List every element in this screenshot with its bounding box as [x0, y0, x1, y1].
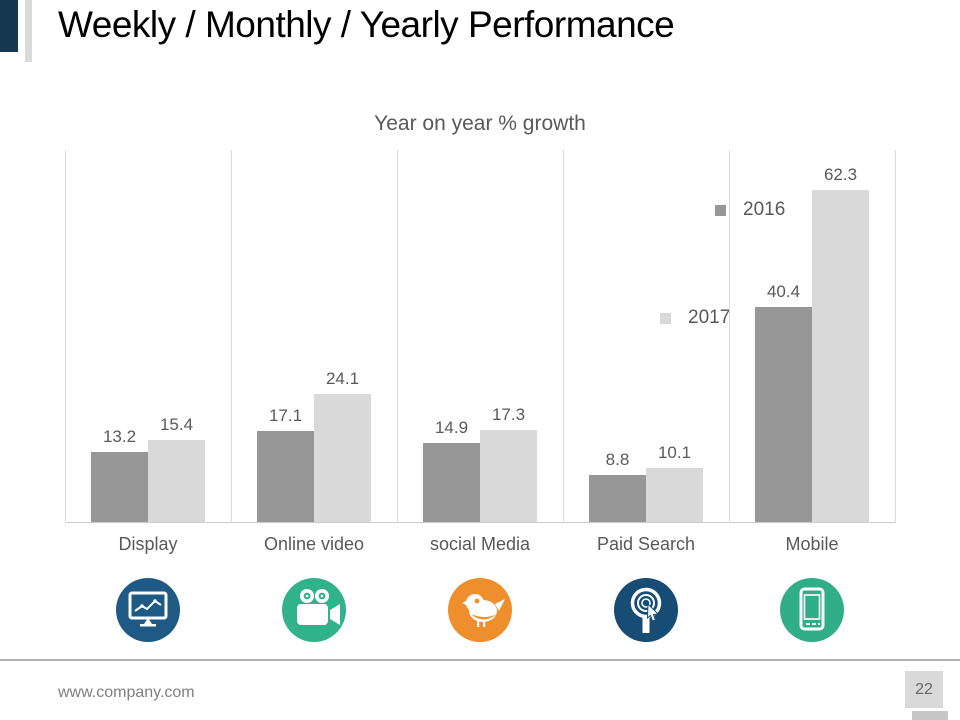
x-axis-line	[65, 522, 895, 523]
legend-item-2016: 2016	[715, 199, 785, 221]
plot-area: 2016 2017 13.2 15.4 17.1 24.1 14.9 17.3 8.8 10.…	[65, 150, 896, 523]
bar-group-paid-search: 8.8 10.1	[563, 150, 729, 522]
data-label-2016-mobile: 40.4	[766, 281, 801, 301]
title-accent-bar-gray	[25, 0, 32, 62]
bar-2016-paid-search	[589, 475, 646, 522]
legend-item-2017: 2017	[660, 307, 730, 329]
barwrap-2017-display: 15.4	[148, 415, 205, 522]
barwrap-2016-online-video: 17.1	[257, 406, 314, 522]
footer-divider	[0, 659, 960, 661]
bar-group-display: 13.2 15.4	[65, 150, 231, 522]
legend-marker-2016	[715, 204, 726, 216]
barwrap-2016-social-media: 14.9	[423, 418, 480, 522]
category-axis-labels: Display Online video social Media Paid Sear…	[65, 534, 895, 555]
bar-2017-display	[148, 439, 205, 522]
legend-label-2017: 2017	[688, 307, 731, 328]
bar-group-social-media: 14.9 17.3	[397, 150, 563, 522]
chart-title: Year on year % growth	[374, 112, 586, 135]
bar-group-online-video: 17.1 24.1	[231, 150, 397, 522]
data-label-2017-social-media: 17.3	[491, 404, 526, 424]
bar-2017-online-video	[314, 393, 371, 522]
bar-2016-social-media	[423, 442, 480, 522]
search-click-icon	[614, 578, 678, 642]
bar-group-mobile: 40.4 62.3	[729, 150, 895, 522]
data-label-2016-display: 13.2	[102, 426, 137, 446]
barwrap-2017-paid-search: 10.1	[646, 443, 703, 522]
gridline-vertical	[397, 150, 398, 523]
gridline-vertical	[231, 150, 232, 523]
barwrap-2016-display: 13.2	[91, 427, 148, 522]
bird-icon	[448, 578, 512, 642]
bar-2017-mobile	[812, 190, 869, 522]
category-label-social-media: social Media	[429, 534, 531, 554]
category-label-online-video: Online video	[263, 534, 365, 554]
data-label-2016-paid-search: 8.8	[605, 450, 630, 470]
page-number-badge-shadow	[912, 711, 948, 720]
title-accent-bar-navy	[0, 0, 18, 52]
gridline-vertical	[729, 150, 730, 523]
data-label-2017-online-video: 24.1	[325, 368, 360, 388]
category-label-display: Display	[118, 534, 178, 554]
barwrap-2017-online-video: 24.1	[314, 369, 371, 522]
barwrap-2016-paid-search: 8.8	[589, 450, 646, 522]
gridline-vertical	[65, 150, 66, 523]
footer-url: www.company.com	[58, 684, 195, 701]
data-label-2016-social-media: 14.9	[434, 417, 469, 437]
barwrap-2016-mobile: 40.4	[755, 282, 812, 522]
bar-2017-paid-search	[646, 468, 703, 522]
bar-2016-online-video	[257, 430, 314, 522]
page-number-badge: 22	[905, 671, 943, 708]
category-label-paid-search: Paid Search	[596, 534, 696, 554]
legend-label-2016: 2016	[743, 199, 786, 220]
data-label-2017-paid-search: 10.1	[657, 443, 692, 463]
smartphone-icon	[780, 578, 844, 642]
data-label-2017-display: 15.4	[159, 414, 194, 434]
bar-2016-display	[91, 451, 148, 522]
legend-marker-2017	[660, 312, 671, 324]
gridline-vertical	[895, 150, 896, 523]
bar-2016-mobile	[755, 306, 812, 522]
video-camera-icon	[282, 578, 346, 642]
barwrap-2017-mobile: 62.3	[812, 165, 869, 522]
category-icons-row	[65, 578, 895, 642]
data-label-2016-online-video: 17.1	[268, 405, 303, 425]
bar-2017-social-media	[480, 429, 537, 522]
gridline-vertical	[563, 150, 564, 523]
data-label-2017-mobile: 62.3	[823, 165, 858, 184]
display-monitor-icon	[116, 578, 180, 642]
category-label-mobile: Mobile	[785, 534, 839, 554]
page-title: Weekly / Monthly / Yearly Performance	[58, 4, 675, 45]
barwrap-2017-social-media: 17.3	[480, 405, 537, 522]
